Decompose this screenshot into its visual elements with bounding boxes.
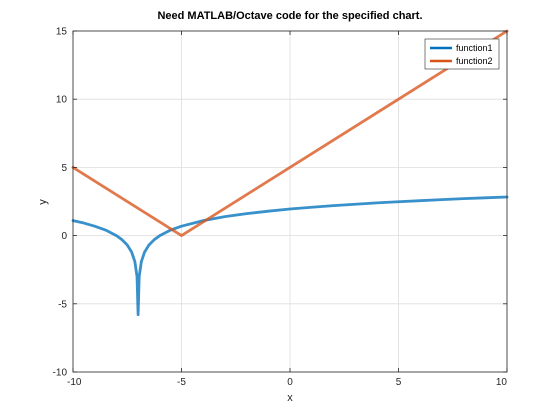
series-layer xyxy=(71,29,509,317)
y-tick-label: 5 xyxy=(61,163,67,174)
legend-label-function2: function2 xyxy=(456,56,493,66)
x-tick-label: 0 xyxy=(287,377,293,388)
series-line-function1 xyxy=(71,195,509,317)
y-tick-label: 10 xyxy=(56,95,68,106)
ticks: -10 -5 0 5 10 -10 -5 0 5 10 15 xyxy=(53,27,508,389)
y-axis-label: y xyxy=(37,199,49,205)
chart-title: Need MATLAB/Octave code for the specifie… xyxy=(157,10,422,22)
legend-box xyxy=(424,38,500,70)
legend-label-function1: function1 xyxy=(456,43,493,53)
series-line-function2 xyxy=(71,29,509,238)
x-tick-label: -5 xyxy=(177,377,186,388)
x-tick-label: 10 xyxy=(496,377,508,388)
y-tick-label: 0 xyxy=(61,231,67,242)
y-tick-label: -5 xyxy=(58,299,67,310)
x-tick-label: -10 xyxy=(67,377,82,388)
y-tick-label: 15 xyxy=(56,27,68,38)
x-axis-label: x xyxy=(287,392,293,404)
x-tick-label: 5 xyxy=(396,377,402,388)
y-tick-label: -10 xyxy=(53,368,68,379)
legend: function1 function2 xyxy=(424,38,500,70)
